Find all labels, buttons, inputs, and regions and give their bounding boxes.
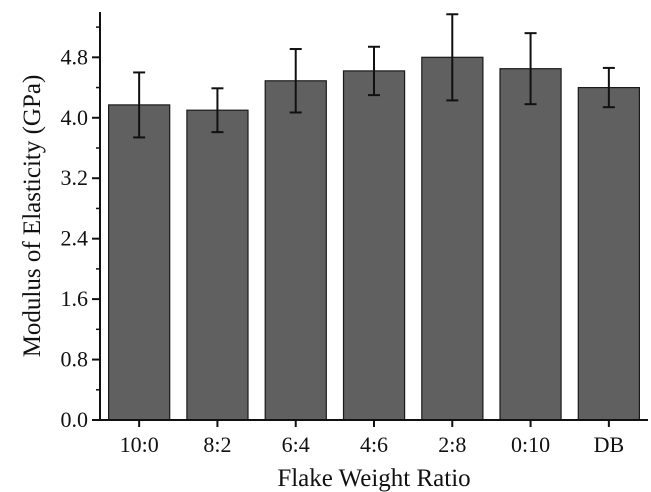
- x-axis-title: Flake Weight Ratio: [277, 465, 470, 492]
- bar-6-4: [264, 80, 327, 421]
- y-tick-label: 4.0: [61, 105, 89, 130]
- x-tick-label: 2:8: [438, 432, 466, 457]
- y-tick-label: 2.4: [61, 226, 89, 251]
- x-tick-label: 6:4: [282, 432, 310, 457]
- y-axis-title: Modulus of Elasticity (GPa): [19, 75, 46, 358]
- error-bar: [211, 87, 224, 134]
- error-bar: [446, 13, 459, 102]
- bar-8-2: [186, 109, 249, 421]
- error-bar: [524, 32, 537, 106]
- bar-0-10: [499, 68, 562, 421]
- y-tick-label: 1.6: [61, 286, 89, 311]
- bar-db: [577, 86, 640, 421]
- error-bar: [133, 71, 146, 139]
- error-bars-layer: [133, 13, 615, 139]
- x-tick-label: 10:0: [120, 432, 159, 457]
- x-tick-label: DB: [594, 432, 625, 457]
- y-tick-label: 3.2: [61, 165, 89, 190]
- x-tick-label: 8:2: [203, 432, 231, 457]
- bar-2-8: [421, 56, 484, 421]
- bar-10-0: [107, 104, 171, 421]
- x-ticks-layer: 10:0 8:2 6:4 4:6 2:8 0:10 DB: [120, 420, 625, 457]
- error-bar: [368, 45, 380, 97]
- y-ticks-layer: 0.0 0.8 1.6 2.4 3.2 4.0 4.8: [61, 26, 100, 432]
- bar-4-6: [342, 70, 406, 421]
- y-tick-label: 4.8: [61, 44, 89, 69]
- bars-layer: [107, 56, 640, 421]
- error-bar: [602, 66, 615, 109]
- x-tick-label: 4:6: [360, 432, 388, 457]
- x-tick-label: 0:10: [511, 432, 550, 457]
- y-tick-label: 0.8: [61, 347, 89, 372]
- y-tick-label: 0.0: [61, 407, 89, 432]
- error-bar: [289, 48, 302, 114]
